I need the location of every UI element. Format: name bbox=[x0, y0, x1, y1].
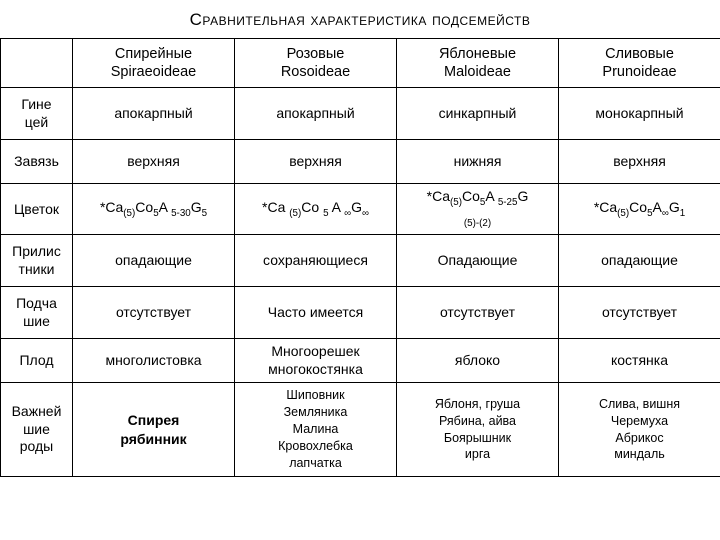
cell: костянка bbox=[559, 339, 720, 383]
row-label: Цветок bbox=[1, 184, 73, 235]
row-genera: Важнейшиероды Спиреярябинник ШиповникЗем… bbox=[1, 383, 720, 476]
cell-formula: *Ca(5)Co5A 5-25G(5)-(2) bbox=[397, 184, 559, 235]
row-label: Подчашие bbox=[1, 287, 73, 339]
cell: верхняя bbox=[235, 140, 397, 184]
cell-genera: Спиреярябинник bbox=[73, 383, 235, 476]
col-latin: Maloideae bbox=[444, 64, 511, 80]
row-fruit: Плод многолистовка Многоорешекмногокостя… bbox=[1, 339, 720, 383]
col-name: Спирейные bbox=[115, 46, 192, 62]
cell: апокарпный bbox=[73, 88, 235, 140]
header-row: Спирейные Spiraeoideae Розовые Rosoideae… bbox=[1, 39, 720, 88]
row-flower: Цветок *Ca(5)Co5A 5-30G5 *Ca (5)Co 5 A ∞… bbox=[1, 184, 720, 235]
row-hypanthium: Подчашие отсутствует Часто имеется отсут… bbox=[1, 287, 720, 339]
cell: Опадающие bbox=[397, 235, 559, 287]
cell-genera: ШиповникЗемляникаМалинаКровохлебкалапчат… bbox=[235, 383, 397, 476]
cell: Часто имеется bbox=[235, 287, 397, 339]
row-ovary: Завязь верхняя верхняя нижняя верхняя bbox=[1, 140, 720, 184]
row-label: Гинецей bbox=[1, 88, 73, 140]
cell-formula: *Ca(5)Co5A∞G1 bbox=[559, 184, 720, 235]
cell: апокарпный bbox=[235, 88, 397, 140]
cell: яблоко bbox=[397, 339, 559, 383]
cell: синкарпный bbox=[397, 88, 559, 140]
cell: опадающие bbox=[559, 235, 720, 287]
row-stipules: Прилистники опадающие сохраняющиеся Опад… bbox=[1, 235, 720, 287]
cell-formula: *Ca(5)Co5A 5-30G5 bbox=[73, 184, 235, 235]
col-latin: Spiraeoideae bbox=[111, 64, 196, 80]
row-gynoecium: Гинецей апокарпный апокарпный синкарпный… bbox=[1, 88, 720, 140]
col-name: Яблоневые bbox=[439, 46, 516, 62]
cell: нижняя bbox=[397, 140, 559, 184]
cell: верхняя bbox=[73, 140, 235, 184]
corner-cell bbox=[1, 39, 73, 88]
col-rosoideae: Розовые Rosoideae bbox=[235, 39, 397, 88]
cell-formula: *Ca (5)Co 5 A ∞G∞ bbox=[235, 184, 397, 235]
row-label: Завязь bbox=[1, 140, 73, 184]
cell: многолистовка bbox=[73, 339, 235, 383]
cell: отсутствует bbox=[397, 287, 559, 339]
col-latin: Prunoideae bbox=[602, 64, 676, 80]
col-name: Сливовые bbox=[605, 46, 674, 62]
cell: отсутствует bbox=[73, 287, 235, 339]
row-label: Важнейшиероды bbox=[1, 383, 73, 476]
page-title: Сравнительная характеристика подсемейств bbox=[0, 0, 720, 38]
col-maloideae: Яблоневые Maloideae bbox=[397, 39, 559, 88]
col-prunoideae: Сливовые Prunoideae bbox=[559, 39, 720, 88]
cell: Многоорешекмногокостянка bbox=[235, 339, 397, 383]
cell: опадающие bbox=[73, 235, 235, 287]
col-spiraeoideae: Спирейные Spiraeoideae bbox=[73, 39, 235, 88]
cell: монокарпный bbox=[559, 88, 720, 140]
cell: сохраняющиеся bbox=[235, 235, 397, 287]
row-label: Прилистники bbox=[1, 235, 73, 287]
row-label: Плод bbox=[1, 339, 73, 383]
col-latin: Rosoideae bbox=[281, 64, 350, 80]
cell: верхняя bbox=[559, 140, 720, 184]
cell-genera: Слива, вишняЧеремухаАбрикосминдаль bbox=[559, 383, 720, 476]
cell: отсутствует bbox=[559, 287, 720, 339]
comparison-table: Спирейные Spiraeoideae Розовые Rosoideae… bbox=[0, 38, 720, 477]
col-name: Розовые bbox=[287, 46, 345, 62]
cell-genera: Яблоня, грушаРябина, айваБоярышникирга bbox=[397, 383, 559, 476]
